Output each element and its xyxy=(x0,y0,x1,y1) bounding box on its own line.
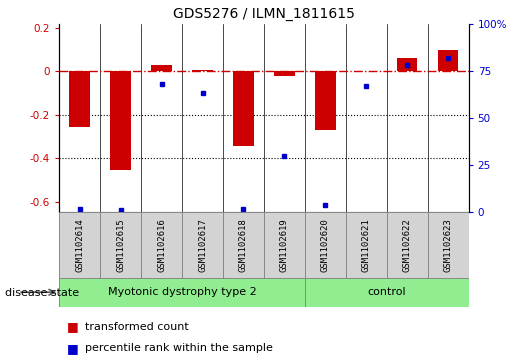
Bar xyxy=(305,278,469,307)
Bar xyxy=(264,212,305,278)
Text: Myotonic dystrophy type 2: Myotonic dystrophy type 2 xyxy=(108,287,256,297)
Text: control: control xyxy=(368,287,406,297)
Text: percentile rank within the sample: percentile rank within the sample xyxy=(85,343,273,354)
Bar xyxy=(110,71,131,170)
Bar xyxy=(192,70,213,71)
Text: GSM1102621: GSM1102621 xyxy=(362,218,371,272)
Title: GDS5276 / ILMN_1811615: GDS5276 / ILMN_1811615 xyxy=(173,7,355,21)
Bar xyxy=(141,212,182,278)
Bar xyxy=(397,58,418,71)
Text: GSM1102622: GSM1102622 xyxy=(403,218,411,272)
Bar xyxy=(59,212,100,278)
Text: GSM1102616: GSM1102616 xyxy=(157,218,166,272)
Bar xyxy=(70,71,90,127)
Text: GSM1102615: GSM1102615 xyxy=(116,218,125,272)
Text: disease state: disease state xyxy=(5,288,79,298)
Bar xyxy=(438,50,458,71)
Text: GSM1102620: GSM1102620 xyxy=(321,218,330,272)
Text: GSM1102618: GSM1102618 xyxy=(239,218,248,272)
Bar xyxy=(274,71,295,76)
Text: GSM1102623: GSM1102623 xyxy=(444,218,453,272)
Text: ■: ■ xyxy=(67,320,79,333)
Text: ■: ■ xyxy=(67,342,79,355)
Text: GSM1102614: GSM1102614 xyxy=(75,218,84,272)
Bar xyxy=(233,71,254,146)
Text: transformed count: transformed count xyxy=(85,322,188,332)
Bar xyxy=(182,212,223,278)
Text: GSM1102619: GSM1102619 xyxy=(280,218,289,272)
Bar xyxy=(305,212,346,278)
Bar xyxy=(100,212,141,278)
Bar xyxy=(59,278,305,307)
Text: GSM1102617: GSM1102617 xyxy=(198,218,207,272)
Bar xyxy=(151,65,172,71)
Bar xyxy=(427,212,469,278)
Bar xyxy=(346,212,387,278)
Bar xyxy=(223,212,264,278)
Bar xyxy=(387,212,427,278)
Bar xyxy=(315,71,336,130)
